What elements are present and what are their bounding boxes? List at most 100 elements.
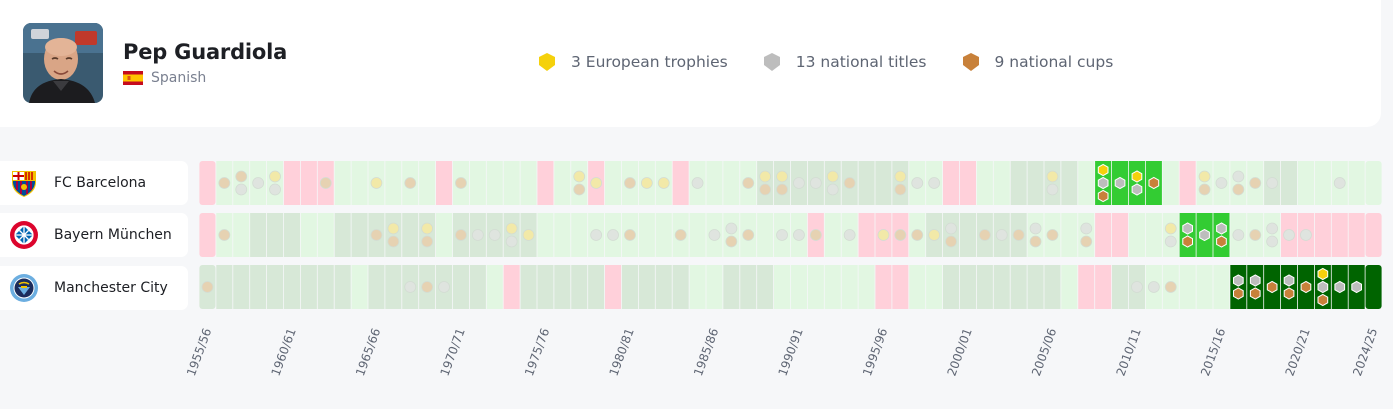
season-cell[interactable] <box>723 161 740 205</box>
season-cell[interactable] <box>267 213 284 257</box>
season-cell[interactable] <box>790 265 807 309</box>
season-cell[interactable] <box>943 265 960 309</box>
season-cell[interactable] <box>943 213 960 257</box>
season-cell[interactable] <box>774 265 791 309</box>
season-cell[interactable] <box>706 265 723 309</box>
season-cell[interactable] <box>1213 265 1230 309</box>
season-cell[interactable] <box>1010 161 1027 205</box>
season-cell[interactable] <box>317 265 334 309</box>
season-cell[interactable] <box>283 213 300 257</box>
season-cell[interactable] <box>689 265 706 309</box>
season-cell[interactable] <box>233 161 250 205</box>
season-cell[interactable] <box>892 161 909 205</box>
season-cell[interactable] <box>1281 265 1298 309</box>
season-cell[interactable] <box>402 213 419 257</box>
season-cell[interactable] <box>655 213 672 257</box>
season-cell[interactable] <box>1314 213 1331 257</box>
season-cell[interactable] <box>807 265 824 309</box>
season-cell[interactable] <box>368 265 385 309</box>
season-cell[interactable] <box>943 161 960 205</box>
season-cell[interactable] <box>385 213 402 257</box>
season-cell[interactable] <box>537 265 554 309</box>
season-cell[interactable] <box>250 213 267 257</box>
season-cell[interactable] <box>875 265 892 309</box>
season-cell[interactable] <box>875 161 892 205</box>
season-cell[interactable] <box>334 265 351 309</box>
season-cell[interactable] <box>1061 265 1078 309</box>
season-cell[interactable] <box>1128 213 1145 257</box>
season-cell[interactable] <box>655 265 672 309</box>
season-cell[interactable] <box>334 161 351 205</box>
season-cell[interactable] <box>824 265 841 309</box>
season-cell[interactable] <box>419 213 436 257</box>
season-cell[interactable] <box>469 265 486 309</box>
season-cell[interactable] <box>283 265 300 309</box>
season-cell[interactable] <box>300 161 317 205</box>
season-cell[interactable] <box>300 213 317 257</box>
season-cell[interactable] <box>1365 161 1382 205</box>
season-cell[interactable] <box>672 265 689 309</box>
season-cell[interactable] <box>385 161 402 205</box>
season-cell[interactable] <box>571 265 588 309</box>
season-cell[interactable] <box>1010 265 1027 309</box>
season-cell[interactable] <box>1230 265 1247 309</box>
season-cell[interactable] <box>959 265 976 309</box>
season-cell[interactable] <box>554 213 571 257</box>
season-cell[interactable] <box>436 213 453 257</box>
season-cell[interactable] <box>1196 265 1213 309</box>
season-cell[interactable] <box>588 265 605 309</box>
season-cell[interactable] <box>554 265 571 309</box>
season-cell[interactable] <box>520 161 537 205</box>
season-cell[interactable] <box>621 265 638 309</box>
season-cell[interactable] <box>723 265 740 309</box>
season-cell[interactable] <box>351 213 368 257</box>
season-cell[interactable] <box>1365 213 1382 257</box>
season-cell[interactable] <box>419 161 436 205</box>
season-cell[interactable] <box>1061 213 1078 257</box>
season-cell[interactable] <box>689 213 706 257</box>
season-cell[interactable] <box>605 161 622 205</box>
season-cell[interactable] <box>858 265 875 309</box>
season-cell[interactable] <box>317 213 334 257</box>
season-cell[interactable] <box>233 265 250 309</box>
season-cell[interactable] <box>706 161 723 205</box>
season-cell[interactable] <box>959 213 976 257</box>
season-cell[interactable] <box>892 265 909 309</box>
season-cell[interactable] <box>537 213 554 257</box>
season-cell[interactable] <box>351 265 368 309</box>
season-cell[interactable] <box>571 161 588 205</box>
season-cell[interactable] <box>1297 161 1314 205</box>
season-cell[interactable] <box>858 213 875 257</box>
season-cell[interactable] <box>757 265 774 309</box>
season-cell[interactable] <box>1264 213 1281 257</box>
season-cell[interactable] <box>385 265 402 309</box>
season-cell[interactable] <box>486 265 503 309</box>
season-cell[interactable] <box>1078 265 1095 309</box>
season-cell[interactable] <box>1145 213 1162 257</box>
season-cell[interactable] <box>503 161 520 205</box>
season-cell[interactable] <box>1179 265 1196 309</box>
season-cell[interactable] <box>976 161 993 205</box>
season-cell[interactable] <box>638 265 655 309</box>
season-cell[interactable] <box>1281 161 1298 205</box>
season-cell[interactable] <box>1365 265 1382 309</box>
season-cell[interactable] <box>1196 161 1213 205</box>
season-cell[interactable] <box>1314 161 1331 205</box>
season-cell[interactable] <box>1331 213 1348 257</box>
season-cell[interactable] <box>199 161 216 205</box>
season-cell[interactable] <box>283 161 300 205</box>
season-cell[interactable] <box>1162 213 1179 257</box>
season-cell[interactable] <box>267 161 284 205</box>
season-cell[interactable] <box>267 265 284 309</box>
club-row-bayern-muenchen[interactable]: Bayern München <box>0 213 188 257</box>
season-cell[interactable] <box>1247 265 1264 309</box>
season-cell[interactable] <box>959 161 976 205</box>
season-cell[interactable] <box>486 161 503 205</box>
season-cell[interactable] <box>1348 213 1365 257</box>
season-cell[interactable] <box>926 265 943 309</box>
season-cell[interactable] <box>1095 213 1112 257</box>
season-cell[interactable] <box>233 213 250 257</box>
season-cell[interactable] <box>1078 161 1095 205</box>
club-row-manchester-city[interactable]: Manchester City <box>0 266 188 310</box>
season-cell[interactable] <box>1179 213 1196 257</box>
